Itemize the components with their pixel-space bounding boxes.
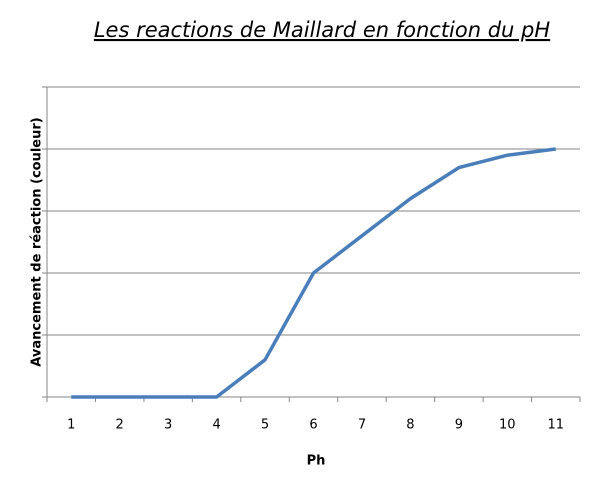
x-tick-label: 11: [547, 418, 564, 433]
x-tick-label: 5: [261, 418, 269, 433]
x-tick-label: 7: [358, 418, 366, 433]
y-axis-label: Avancement de réaction (couleur): [30, 117, 45, 366]
x-tick-label: 8: [406, 418, 414, 433]
x-tick-label: 9: [455, 418, 463, 433]
x-axis-label: Ph: [307, 454, 326, 469]
x-tick-label: 6: [309, 418, 317, 433]
x-tick-label: 2: [116, 418, 124, 433]
x-tick-label: 10: [499, 418, 516, 433]
x-tick-label: 4: [212, 418, 220, 433]
data-line: [71, 147, 556, 399]
chart-title: Les reactions de Maillard en fonction du…: [94, 18, 551, 42]
x-tick-label: 1: [67, 418, 75, 433]
x-tick-label: 3: [164, 418, 172, 433]
